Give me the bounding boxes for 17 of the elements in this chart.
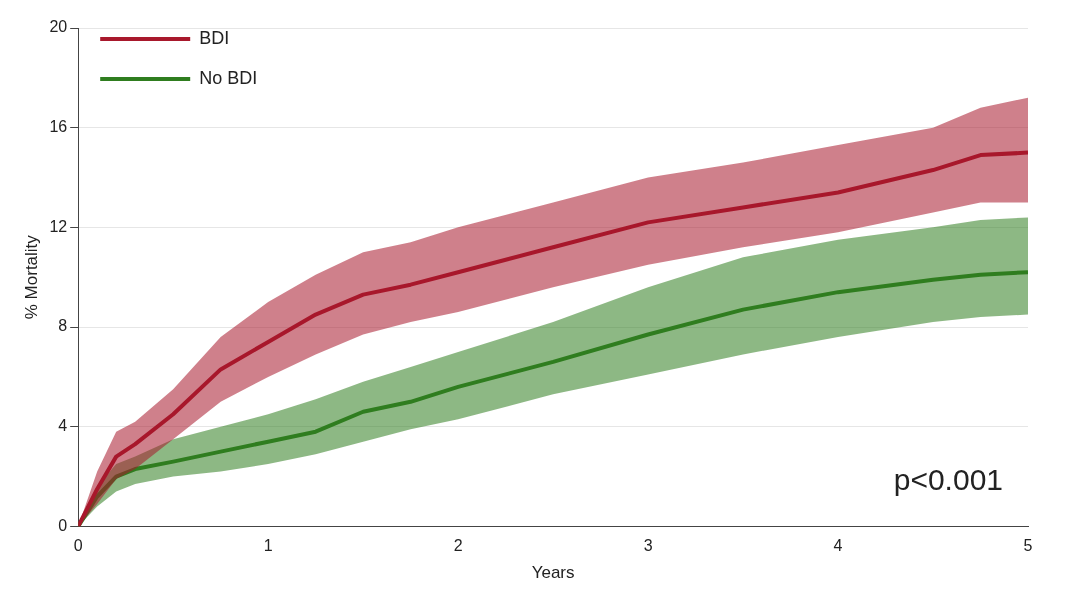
annotation: p<0.001 — [893, 462, 1003, 496]
y-tick-label: 4 — [58, 417, 68, 435]
x-tick-label: 0 — [73, 537, 83, 555]
y-tick-label: 8 — [58, 317, 68, 335]
y-tick-label: 20 — [49, 18, 68, 36]
legend-label: No BDI — [199, 67, 258, 88]
x-tick-label: 3 — [643, 537, 653, 555]
y-tick-label: 16 — [49, 118, 68, 136]
x-tick-label: 2 — [453, 537, 463, 555]
x-tick-label: 5 — [1023, 537, 1033, 555]
legend-label: BDI — [199, 27, 230, 48]
x-tick-label: 1 — [263, 537, 273, 555]
y-axis-title: % Mortality — [21, 234, 41, 320]
x-axis-title: Years — [531, 563, 575, 583]
y-tick-label: 0 — [58, 516, 68, 534]
x-tick-label: 4 — [833, 537, 843, 555]
y-tick-label: 12 — [49, 217, 68, 235]
